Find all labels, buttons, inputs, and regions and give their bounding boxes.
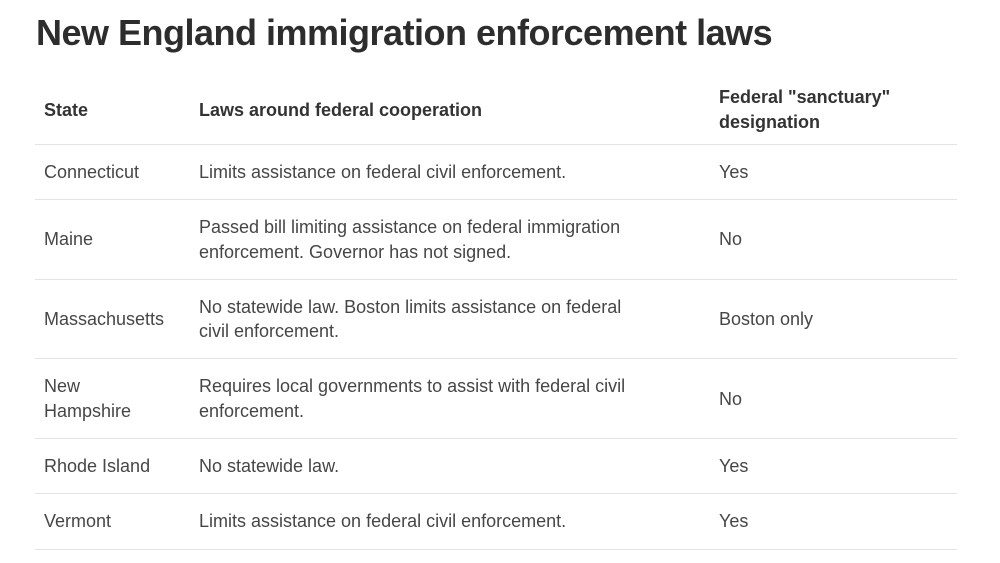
state-cell: New Hampshire (35, 358, 190, 440)
header-row: State Laws around federal cooperation Fe… (35, 75, 957, 145)
state-name: Rhode Island (44, 456, 151, 477)
designation-value: Yes (719, 456, 749, 477)
designation-value: Yes (719, 511, 749, 532)
law-cell: Requires local governments to assist wit… (190, 358, 710, 440)
page-title: New England immigration enforcement laws (36, 12, 773, 53)
designation-cell: No (710, 199, 957, 280)
state-cell: Connecticut (35, 144, 190, 201)
column-header-designation: Federal "sanctuary" designation (710, 75, 957, 145)
state-cell: Vermont (35, 493, 190, 550)
table-row-vermont: Vermont Limits assistance on federal civ… (35, 493, 957, 550)
law-text: No statewide law. (199, 456, 340, 477)
column-header-label: Federal "sanctuary" designation (719, 87, 891, 132)
law-text: No statewide law. Boston limits assistan… (199, 296, 622, 342)
immigration-laws-table: State Laws around federal cooperation Fe… (35, 75, 957, 550)
column-header-laws: Laws around federal cooperation (190, 75, 710, 145)
state-cell: Rhode Island (35, 438, 190, 495)
law-cell: No statewide law. Boston limits assistan… (190, 279, 710, 360)
designation-value: Yes (719, 161, 749, 182)
table-row-new-hampshire: New Hampshire Requires local governments… (35, 358, 957, 440)
state-cell: Maine (35, 199, 190, 280)
law-cell: No statewide law. (190, 438, 710, 495)
state-name: New Hampshire (44, 376, 132, 421)
designation-value: No (719, 229, 743, 250)
law-text: Limits assistance on federal civil enfor… (199, 511, 567, 532)
column-header-label: State (44, 99, 89, 120)
state-name: Vermont (44, 511, 112, 532)
designation-value: No (719, 388, 743, 409)
column-header-label: Laws around federal cooperation (199, 99, 483, 120)
table-header: State Laws around federal cooperation Fe… (35, 75, 957, 145)
law-cell: Limits assistance on federal civil enfor… (190, 493, 710, 550)
state-cell: Massachusetts (35, 279, 190, 360)
state-name: Connecticut (44, 161, 140, 182)
table-row-maine: Maine Passed bill limiting assistance on… (35, 199, 957, 280)
designation-cell: Yes (710, 493, 957, 550)
designation-cell: No (710, 358, 957, 440)
table-row-connecticut: Connecticut Limits assistance on federal… (35, 144, 957, 201)
designation-cell: Yes (710, 438, 957, 495)
law-cell: Passed bill limiting assistance on feder… (190, 199, 710, 280)
law-text: Passed bill limiting assistance on feder… (199, 217, 621, 262)
column-header-state: State (35, 75, 190, 145)
law-cell: Limits assistance on federal civil enfor… (190, 144, 710, 201)
designation-cell: Yes (710, 144, 957, 201)
state-name: Maine (44, 229, 94, 250)
law-text: Requires local governments to assist wit… (199, 376, 626, 421)
designation-cell: Boston only (710, 279, 957, 360)
table-infographic: New England immigration enforcement laws… (0, 12, 1000, 563)
state-name: Massachusetts (44, 309, 165, 330)
law-text: Limits assistance on federal civil enfor… (199, 161, 567, 182)
table-row-rhode-island: Rhode Island No statewide law. Yes (35, 438, 957, 495)
designation-value: Boston only (719, 309, 814, 330)
table-row-massachusetts: Massachusetts No statewide law. Boston l… (35, 279, 957, 360)
table-body: Connecticut Limits assistance on federal… (35, 144, 957, 550)
